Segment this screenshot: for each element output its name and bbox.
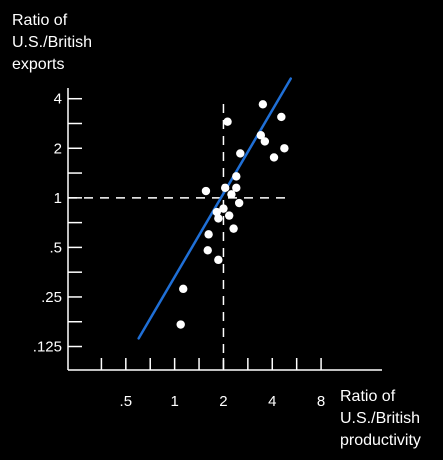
data-point-2 [179,284,188,294]
data-point-21 [258,100,268,109]
data-point-7 [214,214,223,223]
data-point-18 [236,149,245,158]
data-point-17 [223,117,232,126]
data-point-19 [256,131,266,140]
x-axis-title-line-3: productivity [340,432,421,449]
data-point-1 [176,320,185,329]
data-point-16 [232,172,241,181]
data-point-5 [204,230,213,239]
x-tick-label: 1 [170,393,178,410]
data-point-13 [227,190,236,199]
y-tick-label: 1 [54,190,62,207]
data-point-15 [232,183,241,193]
data-point-12 [220,183,230,193]
y-axis-title-line-2: U.S./British [12,34,93,51]
data-point-22 [269,153,279,162]
y-axis-title-line-3: exports [12,56,65,73]
x-tick-label: 2 [219,393,227,410]
data-point-4 [203,246,212,255]
data-point-11 [229,224,238,233]
y-axis-title-line-1: Ratio of [12,12,68,29]
x-tick-label: 4 [268,393,276,410]
data-point-9 [219,204,228,213]
data-point-3 [214,255,223,265]
y-axis-title: Ratio of U.S./British exports [12,10,92,76]
x-axis-title-line-1: Ratio of [340,388,396,405]
y-tick-label: 2 [54,140,62,157]
data-point-6 [201,186,211,196]
y-tick-label: .5 [49,239,62,256]
x-axis-title: Ratio of U.S./British productivity [340,386,421,452]
y-tick-label: .25 [41,289,62,306]
x-tick-label: .5 [120,393,133,410]
data-point-24 [280,144,289,153]
y-tick-label: .125 [33,339,62,356]
data-point-14 [234,198,244,208]
data-point-23 [277,112,286,122]
data-point-10 [224,211,234,220]
x-tick-label: 8 [317,393,325,410]
data-point-8 [212,207,222,217]
data-point-20 [260,137,270,146]
x-axis-title-line-2: U.S./British [340,410,421,427]
y-tick-label: 4 [54,91,62,108]
